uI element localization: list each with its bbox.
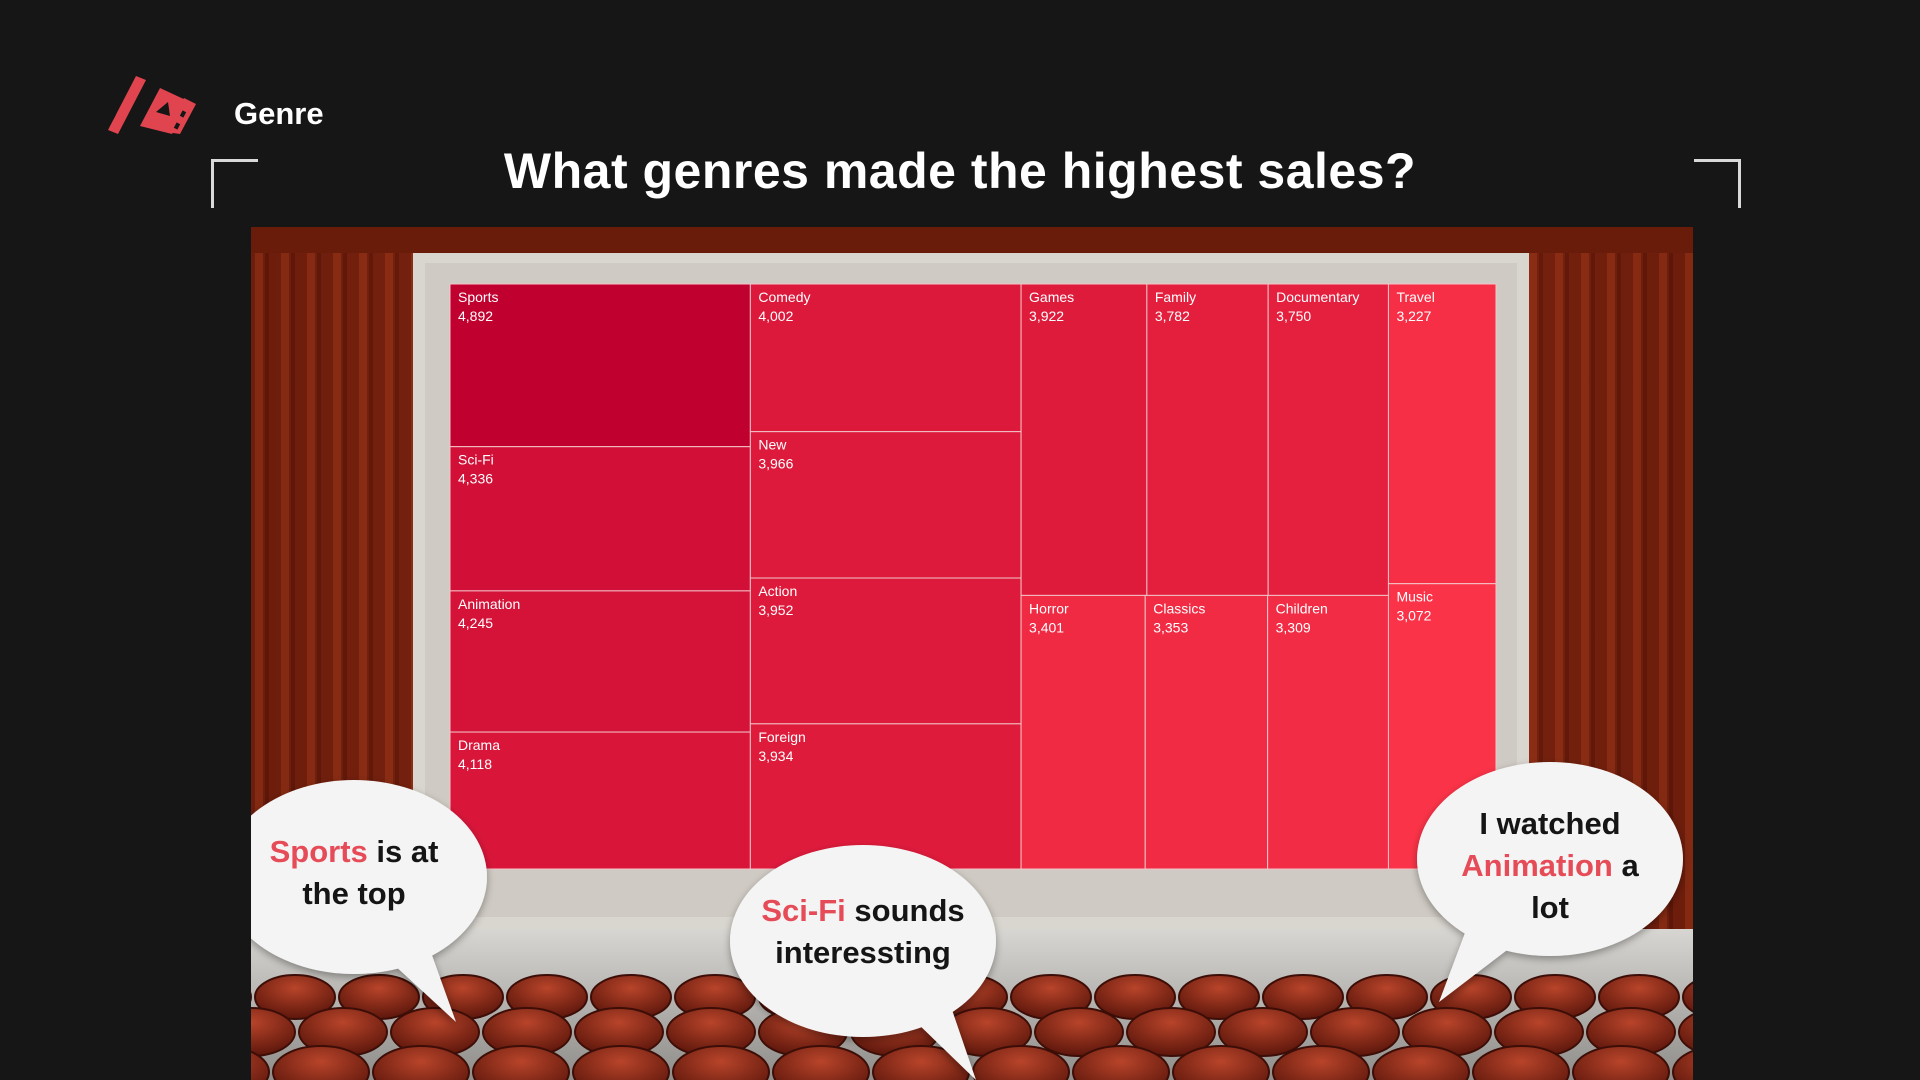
speech-bubble-scifi-text: Sci-Fi sounds interessting: [761, 893, 964, 970]
treemap-cell-animation: [449, 590, 751, 733]
seat: [1072, 1045, 1170, 1080]
seat: [572, 1045, 670, 1080]
treemap-cell-new: [749, 431, 1022, 579]
treemap-cell-travel: [1387, 283, 1497, 585]
seat: [372, 1045, 470, 1080]
treemap-label-foreign: Foreign: [758, 729, 805, 745]
seat: [272, 1045, 370, 1080]
seat: [1126, 1007, 1216, 1057]
treemap-value-documentary: 3,750: [1276, 308, 1311, 324]
treemap-cell-documentary: [1267, 283, 1389, 596]
theater-scene: Sports 4,892 Sci-Fi 4,336 Animation 4,245 Dram…: [251, 227, 1693, 1080]
speech-bubble-animation: [1417, 762, 1683, 1002]
seat: [251, 1007, 296, 1057]
seat: [1178, 974, 1260, 1020]
seat: [472, 1045, 570, 1080]
treemap-cell-action: [749, 577, 1022, 725]
treemap-value-comedy: 4,002: [758, 308, 793, 324]
treemap-cell-comedy: [749, 283, 1022, 433]
film-strip-icon: [108, 76, 196, 134]
treemap-value-foreign: 3,934: [758, 748, 793, 764]
seat: [1472, 1045, 1570, 1080]
treemap-value-games: 3,922: [1029, 308, 1064, 324]
treemap-value-action: 3,952: [758, 602, 793, 618]
treemap-value-new: 3,966: [758, 456, 793, 472]
treemap-label-documentary: Documentary: [1276, 289, 1359, 305]
treemap-value-music: 3,072: [1396, 608, 1431, 624]
speech-bubble-sports: [251, 780, 487, 1022]
treemap-label-music: Music: [1396, 589, 1433, 605]
treemap-cell-sports: [449, 283, 751, 448]
treemap-value-sci-fi: 4,336: [458, 471, 493, 487]
treemap-cell-horror: [1020, 594, 1146, 870]
treemap-cell-classics: [1144, 594, 1269, 870]
treemap-label-sci-fi: Sci-Fi: [458, 452, 494, 468]
speech-bubble-animation-text: I watched Animation a lot: [1461, 806, 1639, 925]
treemap-label-action: Action: [758, 583, 797, 599]
seat: [1672, 1049, 1693, 1080]
treemap-value-animation: 4,245: [458, 615, 493, 631]
seat: [1272, 1045, 1370, 1080]
treemap-cell-sci-fi: [449, 446, 751, 592]
seat: [1682, 981, 1693, 1013]
seat: [1262, 974, 1344, 1020]
treemap-label-classics: Classics: [1153, 600, 1205, 616]
seat: [1572, 1045, 1670, 1080]
seat: [672, 1045, 770, 1080]
treemap-cell-family: [1146, 283, 1269, 596]
speech-bubble-sports-text: Sports is at the top: [270, 834, 439, 911]
treemap-label-family: Family: [1155, 289, 1196, 305]
corner-bracket-right: [1694, 159, 1741, 208]
treemap-value-travel: 3,227: [1396, 308, 1431, 324]
treemap-value-drama: 4,118: [458, 756, 492, 772]
treemap-label-drama: Drama: [458, 737, 500, 753]
treemap-value-classics: 3,353: [1153, 619, 1188, 635]
treemap-label-games: Games: [1029, 289, 1074, 305]
treemap-value-children: 3,309: [1276, 619, 1311, 635]
treemap-label-horror: Horror: [1029, 600, 1069, 616]
page-title: What genres made the highest sales?: [503, 143, 1417, 199]
treemap: Sports 4,892 Sci-Fi 4,336 Animation 4,245 Dram…: [449, 283, 1497, 870]
seat: [1034, 1007, 1124, 1057]
seat: [1372, 1045, 1470, 1080]
treemap-value-sports: 4,892: [458, 308, 493, 324]
treemap-label-sports: Sports: [458, 289, 498, 305]
seat: [1678, 1013, 1693, 1051]
treemap-label-new: New: [758, 437, 787, 453]
treemap-label-comedy: Comedy: [758, 289, 810, 305]
seat: [1218, 1007, 1308, 1057]
treemap-cell-drama: [449, 731, 751, 870]
corner-bracket-left: [211, 159, 258, 208]
treemap-value-horror: 3,401: [1029, 619, 1064, 635]
seat: [1172, 1045, 1270, 1080]
section-label: Genre: [234, 96, 324, 131]
treemap-value-family: 3,782: [1155, 308, 1190, 324]
seat: [772, 1045, 870, 1080]
treemap-cell-games: [1020, 283, 1148, 596]
treemap-label-animation: Animation: [458, 596, 520, 612]
speech-bubble-scifi: [730, 845, 996, 1080]
treemap-cell-children: [1267, 594, 1389, 870]
seat: [251, 1050, 270, 1080]
treemap-label-travel: Travel: [1396, 289, 1434, 305]
seat: [254, 974, 336, 1020]
treemap-label-children: Children: [1276, 600, 1328, 616]
